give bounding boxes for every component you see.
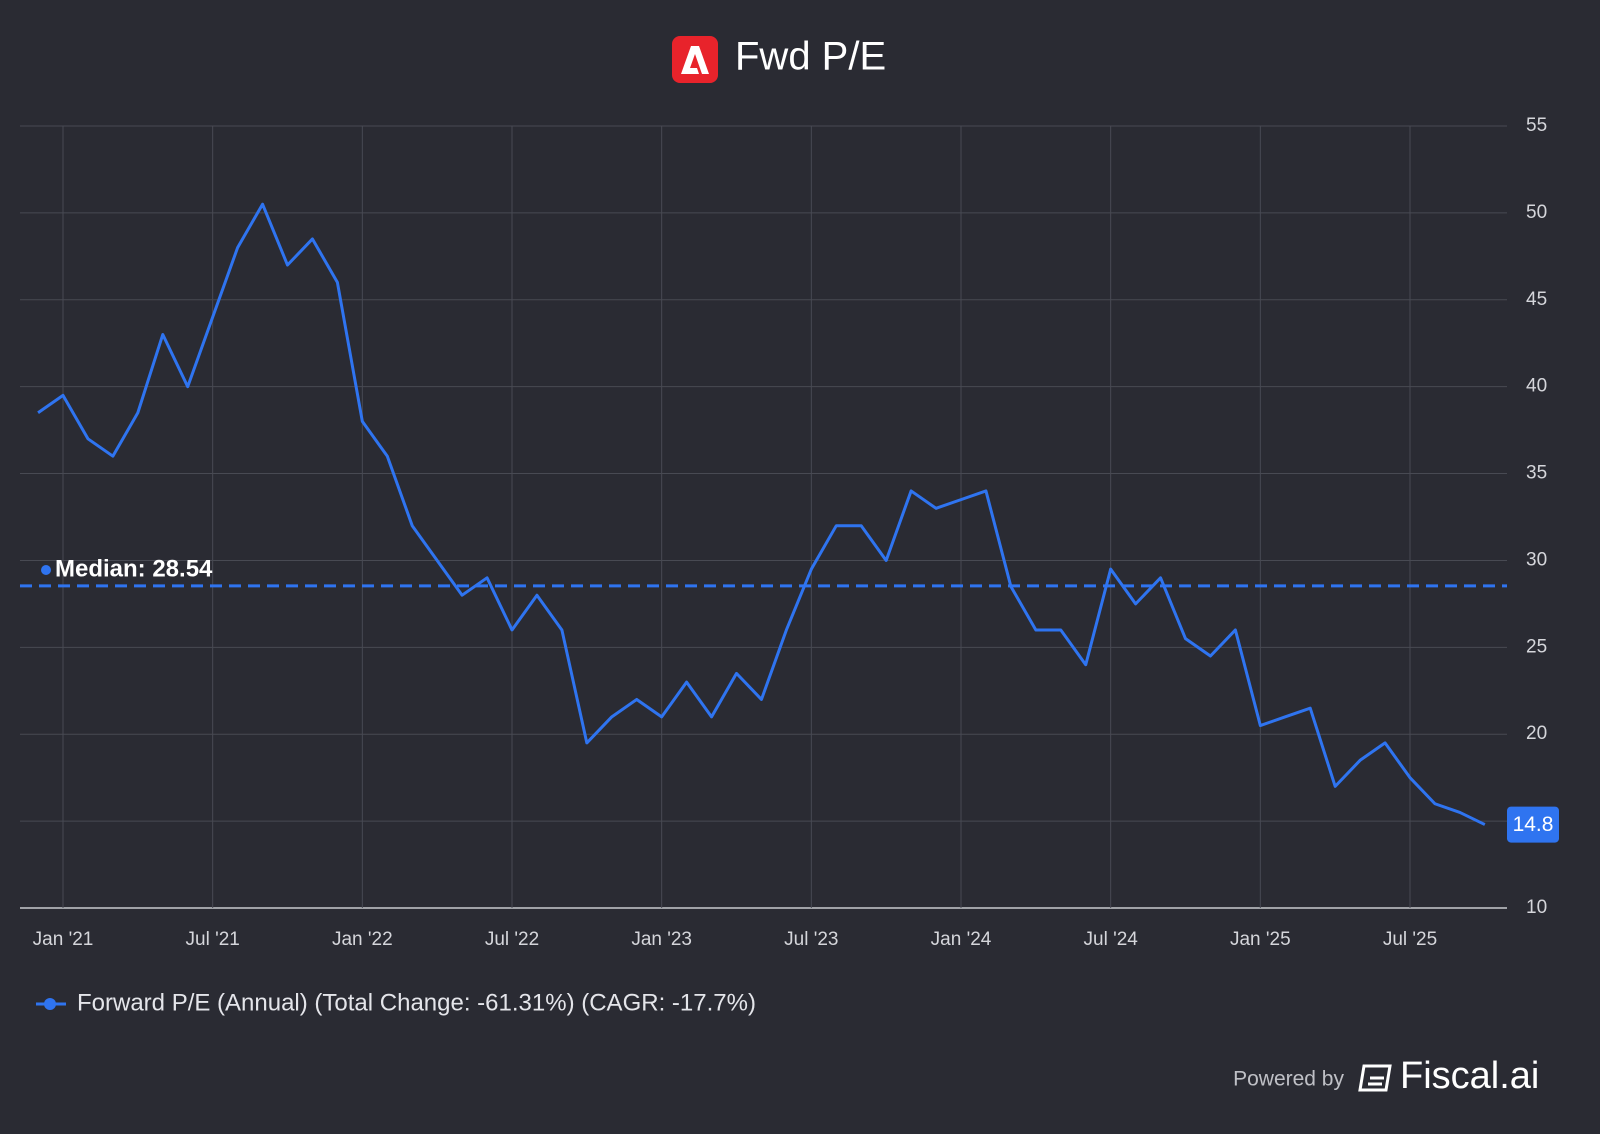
median-label: Median: 28.54 (55, 555, 213, 582)
y-tick-label: 10 (1526, 897, 1547, 918)
x-tick-label: Jul '24 (1084, 929, 1139, 950)
y-tick-label: 45 (1526, 289, 1547, 310)
y-tick-label: 20 (1526, 723, 1547, 744)
legend-dot (44, 998, 56, 1010)
y-tick-label: 25 (1526, 636, 1547, 657)
x-tick-label: Jul '21 (186, 929, 240, 950)
x-tick-label: Jul '25 (1383, 929, 1437, 950)
y-tick-label: 50 (1526, 202, 1547, 223)
x-tick-label: Jan '21 (33, 929, 94, 950)
x-tick-label: Jan '24 (931, 929, 992, 950)
x-tick-label: Jul '22 (485, 929, 539, 950)
fiscal-icon (1358, 1064, 1392, 1092)
logo-icon (672, 36, 718, 83)
logo-glyph (681, 46, 709, 74)
median-dot (41, 565, 51, 575)
series-line (37, 202, 1486, 826)
x-tick-label: Jan '22 (332, 929, 393, 950)
y-tick-label: 35 (1526, 463, 1547, 484)
brand: Fiscal.ai (1400, 1055, 1539, 1097)
y-tick-label: 40 (1526, 376, 1547, 397)
x-tick-label: Jan '23 (631, 929, 692, 950)
chart-title: Fwd P/E (735, 35, 886, 79)
last-value-label: 14.8 (1513, 813, 1554, 836)
last-value-badge (1507, 806, 1559, 843)
y-tick-label: 55 (1526, 115, 1547, 136)
y-tick-label: 30 (1526, 549, 1547, 570)
legend-label: Forward P/E (Annual) (Total Change: -61.… (77, 989, 756, 1016)
x-tick-label: Jan '25 (1230, 929, 1291, 950)
x-tick-label: Jul '23 (784, 929, 838, 950)
powered-by: Powered by (1233, 1068, 1344, 1091)
